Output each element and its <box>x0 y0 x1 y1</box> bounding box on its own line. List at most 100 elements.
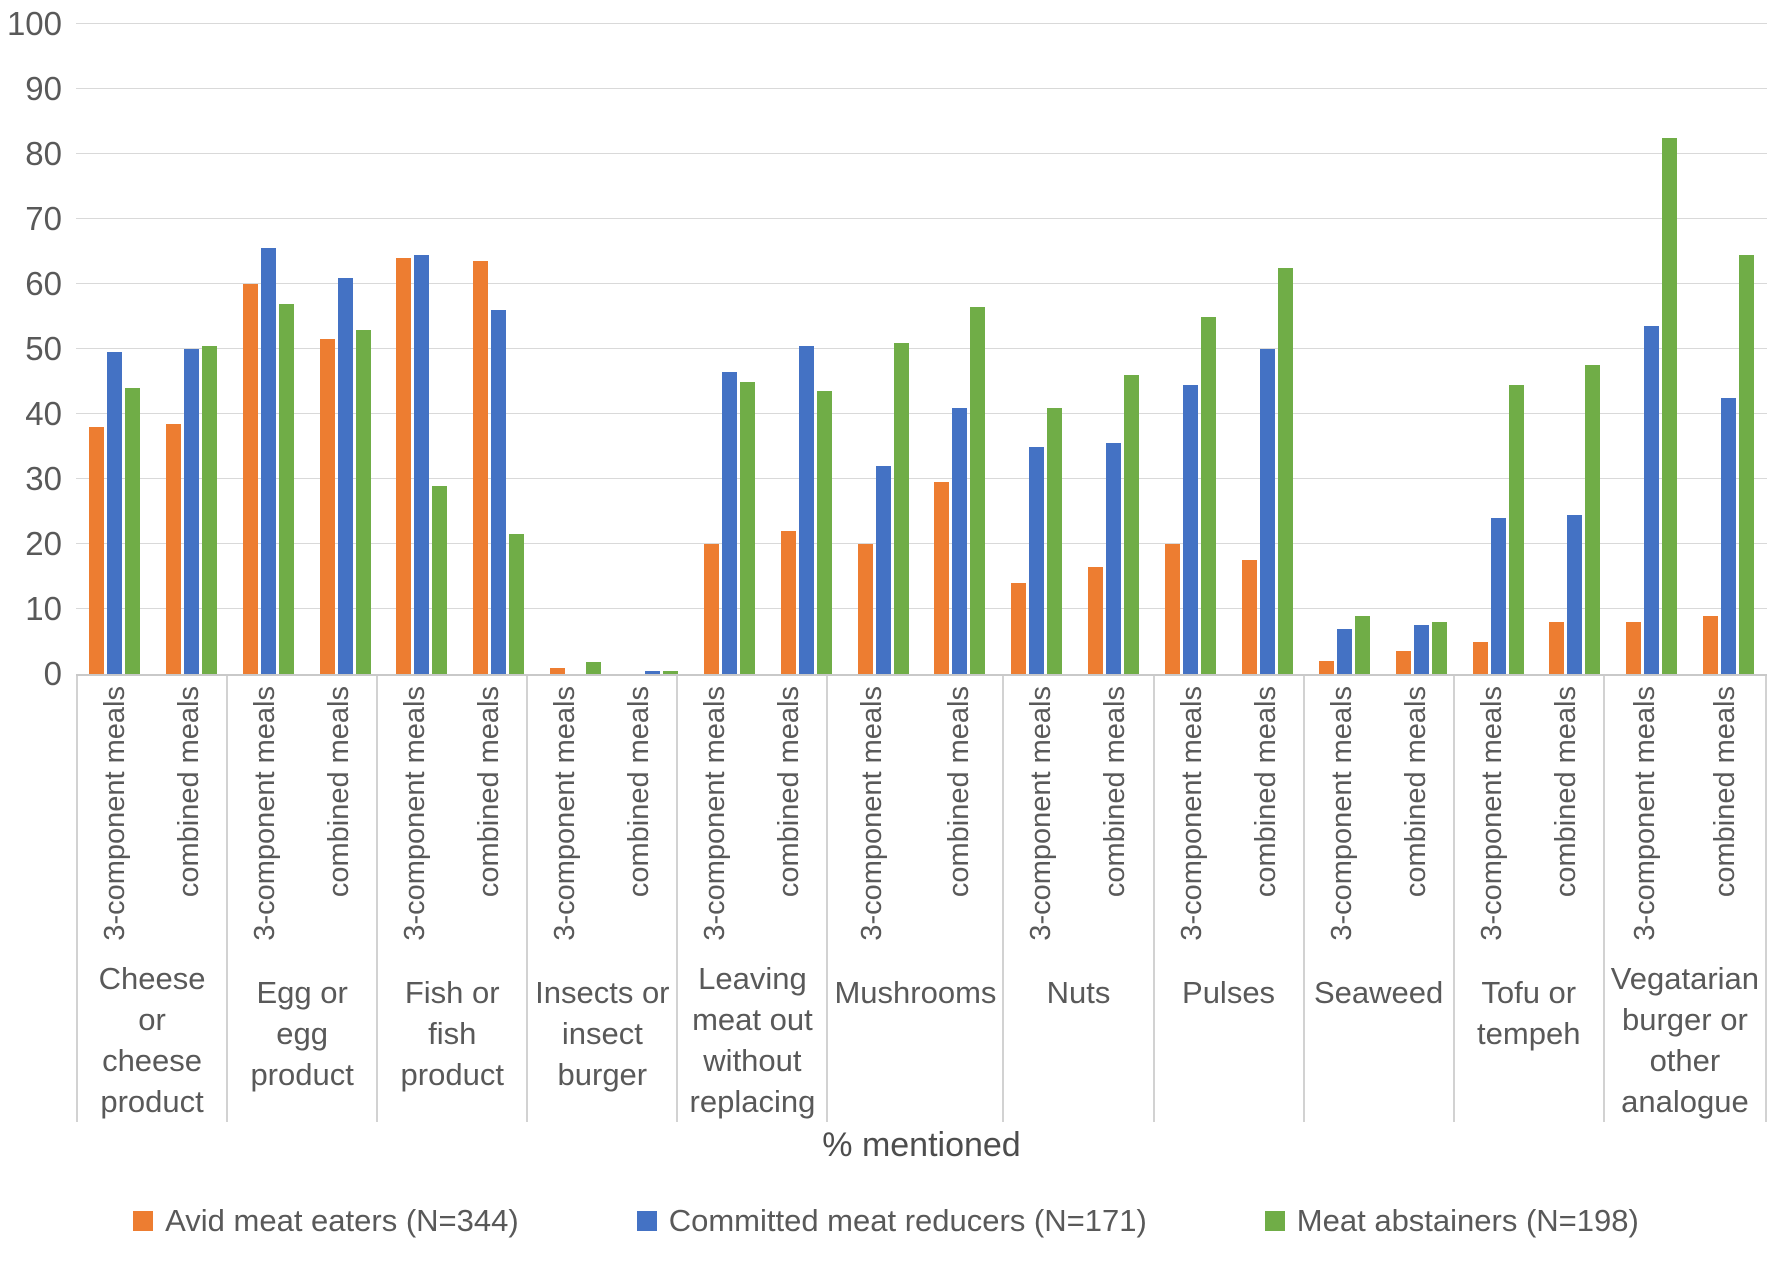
legend-item: Avid meat eaters (N=344) <box>133 1203 519 1239</box>
subgroup-labels: 3-component meals combined meals <box>528 676 676 964</box>
bar <box>1490 518 1506 674</box>
bar <box>1277 267 1293 674</box>
plot-area <box>76 22 1767 676</box>
bar <box>1047 407 1063 674</box>
gridline <box>76 607 1767 609</box>
category-group <box>537 24 691 674</box>
subgroup-labels: 3-component meals combined meals <box>678 676 826 950</box>
bar <box>550 667 566 674</box>
subgroup-label: combined meals <box>1549 686 1582 898</box>
legend-label: Committed meat reducers (N=171) <box>668 1203 1147 1238</box>
subgroup-label-slot: 3-component meals <box>1605 676 1685 950</box>
bar <box>242 284 258 674</box>
category-label: Fish or fish product <box>400 975 504 1092</box>
bar <box>1549 622 1565 674</box>
bar <box>739 381 755 674</box>
bar <box>1106 443 1122 674</box>
gridline <box>76 347 1767 349</box>
subgroup-labels: 3-component meals combined meals <box>1605 676 1765 950</box>
category-label: Leaving meat out without replacing <box>689 961 816 1119</box>
subgroup-label: 3-component meals <box>1175 686 1208 941</box>
subgroup-label: 3-component meals <box>99 686 132 941</box>
bar <box>952 407 968 674</box>
bar <box>337 277 353 674</box>
category-label: Nuts <box>1046 975 1111 1010</box>
subgroup-label: 3-component meals <box>1475 686 1508 941</box>
x-axis-category-cell: 3-component meals combined meals Leaving m… <box>676 676 826 1122</box>
gridline <box>76 87 1767 89</box>
y-tick-label: 50 <box>25 330 62 367</box>
category-label: Tofu or tempeh <box>1477 975 1581 1051</box>
category-label: Egg or egg product <box>250 975 354 1092</box>
subgroup-label: 3-component meals <box>1025 686 1058 941</box>
subgroup-labels: 3-component meals combined meals <box>1455 676 1603 964</box>
x-axis-area: 3-component meals combined meals Cheese or… <box>76 676 1768 1122</box>
subgroup-label-slot: 3-component meals <box>78 676 152 950</box>
y-tick-label: 100 <box>6 5 62 42</box>
bar <box>970 306 986 674</box>
subgroup-cluster <box>1383 24 1460 674</box>
subgroup-label-slot: 3-component meals <box>528 676 602 964</box>
subgroup-label-slot: 3-component meals <box>678 676 752 950</box>
bar <box>1644 326 1660 674</box>
subgroup-label-slot: 3-component meals <box>228 676 302 964</box>
bar <box>798 345 814 674</box>
legend-swatch <box>133 1211 154 1231</box>
subgroup-labels: 3-component meals combined meals <box>228 676 376 964</box>
x-axis-category-cell: 3-component meals combined meals Egg or eg… <box>226 676 376 1122</box>
subgroup-cluster <box>1152 24 1229 674</box>
bar <box>586 662 602 674</box>
gridline <box>76 412 1767 414</box>
category-label: Pulses <box>1182 975 1276 1010</box>
x-axis-category-cell: 3-component meals combined meals Pulses <box>1152 676 1303 1122</box>
category-group <box>1152 24 1306 674</box>
x-axis-category-cell: 3-component meals combined meals Mushrooms <box>826 676 1002 1122</box>
x-axis-category-cell: 3-component meals combined meals Insects o… <box>526 676 676 1122</box>
subgroup-label-slot: 3-component meals <box>1305 676 1379 964</box>
subgroup-cluster <box>1075 24 1152 674</box>
bar <box>703 544 719 674</box>
subgroup-label-slot: combined meals <box>1529 676 1603 964</box>
x-axis-category-cell: 3-component meals combined meals Vegataria… <box>1602 676 1768 1122</box>
subgroup-labels: 3-component meals combined meals <box>828 676 1002 964</box>
x-axis-title: % mentioned <box>822 1126 1021 1164</box>
category-group <box>845 24 999 674</box>
bar <box>780 531 796 674</box>
bar <box>645 670 661 674</box>
subgroup-cluster <box>768 24 845 674</box>
bar <box>857 544 873 674</box>
gridline <box>76 22 1767 24</box>
bar <box>1508 384 1524 674</box>
subgroup-label: combined meals <box>323 686 356 898</box>
bar <box>1662 137 1678 674</box>
subgroup-label: combined meals <box>773 686 806 898</box>
subgroup-label: combined meals <box>1708 686 1741 898</box>
subgroup-cluster <box>460 24 537 674</box>
subgroup-cluster <box>922 24 999 674</box>
subgroup-label: combined meals <box>623 686 656 898</box>
x-axis-category-cell: 3-component meals combined meals Seaweed <box>1302 676 1453 1122</box>
bar <box>1739 254 1755 674</box>
subgroup-label-slot: combined meals <box>1078 676 1152 964</box>
subgroup-labels: 3-component meals combined meals <box>378 676 526 964</box>
subgroup-labels: 3-component meals combined meals <box>78 676 226 950</box>
bar <box>509 534 525 674</box>
subgroup-cluster <box>1613 24 1690 674</box>
y-tick-label: 0 <box>43 655 62 692</box>
subgroup-cluster <box>537 24 614 674</box>
subgroup-label-slot: 3-component meals <box>1004 676 1078 964</box>
subgroup-cluster <box>1690 24 1767 674</box>
subgroup-label-slot: combined meals <box>152 676 226 950</box>
subgroup-label-slot: combined meals <box>1685 676 1765 950</box>
bar <box>893 342 909 674</box>
bar <box>396 258 412 674</box>
subgroup-label-slot: combined meals <box>915 676 1002 964</box>
bar <box>1201 316 1217 674</box>
bar <box>1318 661 1334 674</box>
subgroup-cluster <box>230 24 307 674</box>
subgroup-label-slot: 3-component meals <box>1455 676 1529 964</box>
legend-item: Meat abstainers (N=198) <box>1264 1203 1639 1239</box>
bar <box>1088 566 1104 674</box>
y-tick-label: 10 <box>25 590 62 627</box>
